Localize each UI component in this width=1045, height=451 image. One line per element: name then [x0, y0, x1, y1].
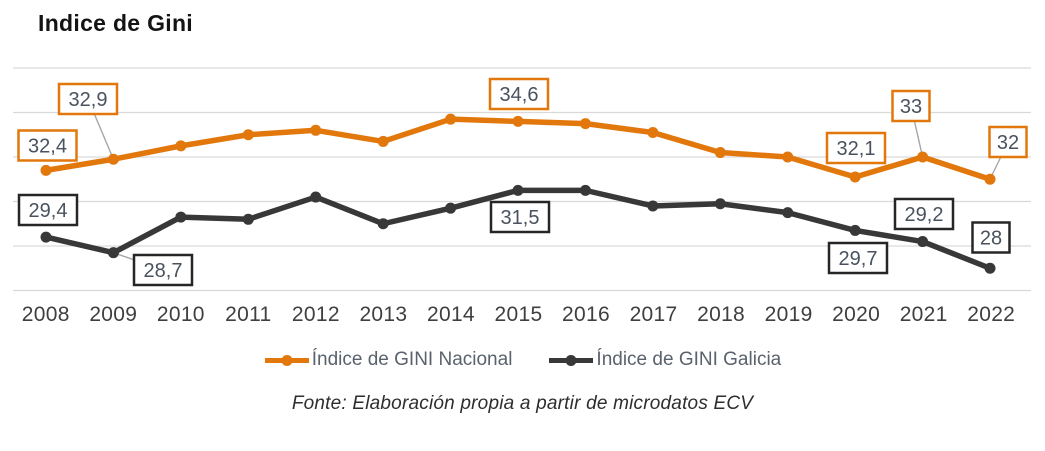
data-point	[445, 113, 457, 125]
x-axis-label-2011: 2011	[225, 303, 272, 326]
data-label-value: 32,4	[28, 136, 67, 158]
x-axis-label-2022: 2022	[967, 303, 1016, 326]
data-label-value: 32,9	[69, 89, 108, 111]
data-point	[242, 129, 254, 141]
x-axis-label-2015: 2015	[494, 303, 543, 326]
data-label-box	[489, 200, 551, 234]
x-axis-label-2008: 2008	[21, 303, 70, 326]
data-point	[107, 247, 119, 259]
data-point	[512, 115, 524, 127]
x-axis-label-2016: 2016	[562, 303, 610, 326]
x-axis-label-2018: 2018	[697, 303, 746, 326]
data-label-value: 28,7	[144, 260, 183, 282]
data-point	[714, 147, 726, 159]
legend: Índice de GINI Nacional Índice de GINI G…	[0, 349, 1045, 371]
nacional-series-marker-icon	[264, 354, 309, 366]
data-label-value: 29,2	[905, 204, 944, 226]
line-chart: 32,4 32,9 34,6 32,1 33 32 29,4 28,7 31,5 29,7 29,2…	[13, 67, 1031, 292]
data-point	[310, 191, 322, 203]
data-point	[917, 151, 929, 163]
data-label-value: 28	[980, 228, 1002, 250]
galicia-series-marker-icon	[549, 354, 594, 366]
data-label-value: 33	[900, 96, 922, 118]
legend-item-galicia: Índice de GINI Galicia	[548, 349, 781, 371]
data-point	[40, 164, 52, 176]
x-axis: 2008 2009 2010 2011 2012 2013 2014 2015 2016 2017…	[12, 303, 1025, 331]
data-label-value: 32	[997, 132, 1019, 154]
data-label-box	[57, 82, 119, 116]
data-point	[647, 127, 659, 139]
x-axis-label-2014: 2014	[426, 303, 475, 326]
x-axis-label-2013: 2013	[359, 303, 408, 326]
data-point	[984, 262, 996, 274]
source-note: Fonte: Elaboración propia a partir de mi…	[291, 393, 754, 414]
data-point	[782, 207, 794, 219]
data-label-box	[893, 197, 955, 231]
x-axis-label-2017: 2017	[629, 303, 678, 326]
data-point	[714, 198, 726, 210]
data-label-value: 31,5	[501, 207, 540, 229]
data-label-value: 32,1	[837, 138, 876, 160]
data-label-box	[971, 221, 1011, 254]
data-label-box	[132, 253, 194, 287]
x-axis-label-2009: 2009	[89, 303, 138, 326]
data-point	[849, 171, 861, 183]
legend-label-galicia: Índice de GINI Galicia	[596, 349, 782, 370]
legend-item-nacional: Índice de GINI Nacional	[264, 349, 513, 371]
data-label-box	[17, 129, 78, 162]
data-label-box	[17, 193, 79, 227]
data-point	[849, 224, 861, 236]
data-point	[579, 118, 591, 130]
data-point	[445, 202, 457, 214]
data-label-value: 29,4	[29, 200, 68, 222]
data-point	[579, 184, 591, 196]
data-point	[917, 236, 929, 248]
data-point	[512, 184, 524, 196]
data-label-value: 34,6	[500, 84, 539, 106]
data-point	[175, 211, 187, 223]
x-axis-label-2010: 2010	[156, 303, 205, 326]
data-label-box	[488, 77, 550, 111]
x-axis-label-2021: 2021	[899, 303, 948, 326]
data-point	[984, 173, 996, 185]
data-point	[647, 200, 659, 212]
data-point	[40, 231, 52, 243]
data-point	[377, 218, 389, 230]
legend-label-nacional: Índice de GINI Nacional	[311, 349, 513, 370]
data-point	[377, 135, 389, 147]
data-label-box	[988, 125, 1028, 159]
data-label-value: 29,7	[839, 248, 878, 270]
data-point	[242, 213, 254, 225]
data-point	[175, 140, 187, 152]
data-point	[107, 153, 119, 165]
data-label-box	[891, 89, 931, 123]
data-point	[782, 151, 794, 163]
data-point	[310, 124, 322, 136]
data-label-box	[827, 241, 889, 275]
data-label-box	[825, 131, 887, 165]
x-axis-label-2012: 2012	[291, 303, 340, 326]
x-axis-label-2020: 2020	[832, 303, 881, 326]
page-title: Indice de Gini	[38, 10, 194, 36]
x-axis-label-2019: 2019	[764, 303, 813, 326]
